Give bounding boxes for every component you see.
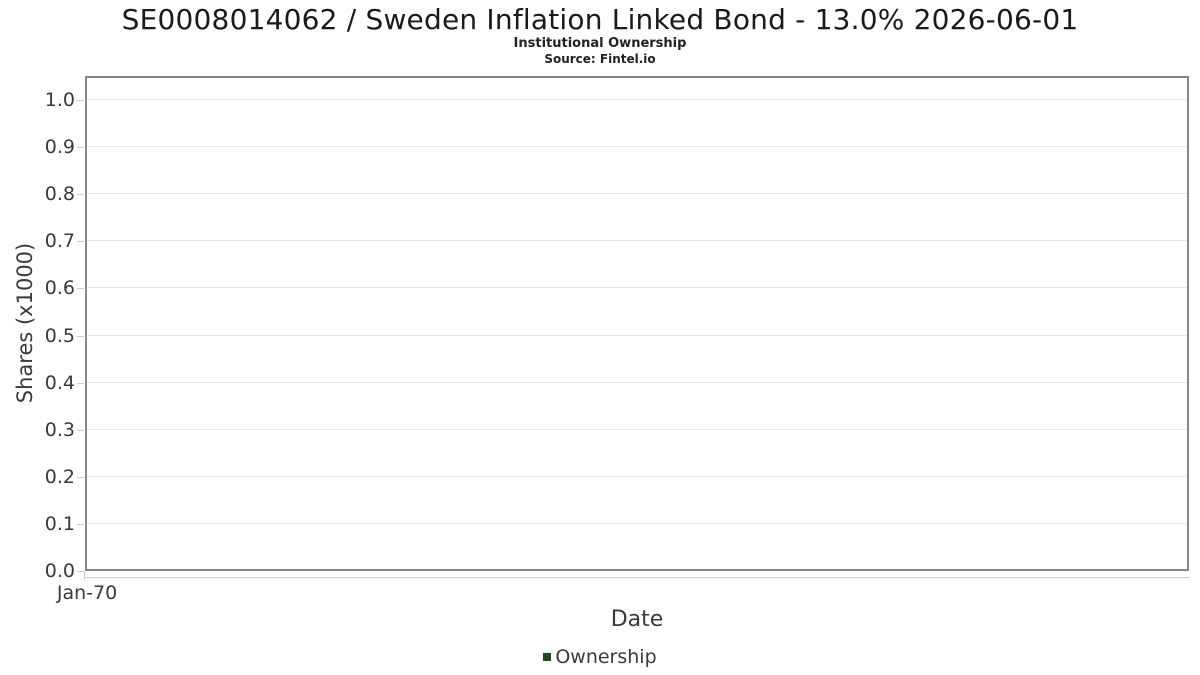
y-gridline (87, 335, 1187, 336)
legend-swatch-icon (543, 653, 552, 661)
y-tick-label: 1.0 (44, 89, 75, 111)
y-tick-mark (77, 336, 84, 337)
x-axis-line (85, 577, 1189, 578)
y-gridline (87, 382, 1187, 383)
y-tick-mark (77, 383, 84, 384)
y-tick-mark (77, 288, 84, 289)
x-axis-title: Date (610, 607, 664, 632)
y-gridline (87, 99, 1187, 100)
x-tick-label: Jan-70 (56, 582, 118, 604)
y-tick-label: 0.8 (44, 183, 75, 205)
y-tick-label: 0.7 (44, 230, 75, 252)
y-gridline (87, 429, 1187, 430)
y-gridline (87, 240, 1187, 241)
y-tick-mark (77, 477, 84, 478)
y-tick-label: 0.0 (44, 560, 75, 582)
legend-label: Ownership (555, 646, 657, 668)
plot-area: 0.0 0.1 0.2 0.3 0.4 0.5 0.6 0.7 0.8 0.9 1.0 Jan-70 (45, 76, 1189, 604)
y-tick-mark (77, 100, 84, 101)
y-gridline (87, 523, 1187, 524)
y-gridline (87, 287, 1187, 288)
y-tick-mark (77, 430, 84, 431)
y-tick-label: 0.4 (44, 372, 75, 394)
chart-source: Source: Fintel.io (544, 52, 656, 66)
y-tick-label: 0.2 (44, 466, 75, 488)
y-gridline (87, 476, 1187, 477)
chart-title: SE0008014062 / Sweden Inflation Linked B… (121, 3, 1079, 36)
chart-subtitle: Institutional Ownership (513, 36, 687, 51)
y-tick-mark (77, 571, 84, 572)
x-tick-mark (84, 571, 85, 580)
y-tick-mark (77, 524, 84, 525)
y-tick-label: 0.6 (44, 277, 75, 299)
y-tick-label: 0.9 (44, 136, 75, 158)
y-tick-label: 0.5 (44, 325, 75, 347)
plot-border (85, 76, 1189, 571)
y-gridline (87, 193, 1187, 194)
y-tick-label: 0.3 (44, 419, 75, 441)
y-tick-label: 0.1 (44, 513, 75, 535)
y-tick-mark (77, 194, 84, 195)
y-gridline (87, 146, 1187, 147)
y-tick-mark (77, 147, 84, 148)
y-axis-title: Shares (x1000) (13, 242, 37, 404)
legend[interactable]: Ownership (0, 646, 1200, 668)
y-tick-mark (77, 241, 84, 242)
